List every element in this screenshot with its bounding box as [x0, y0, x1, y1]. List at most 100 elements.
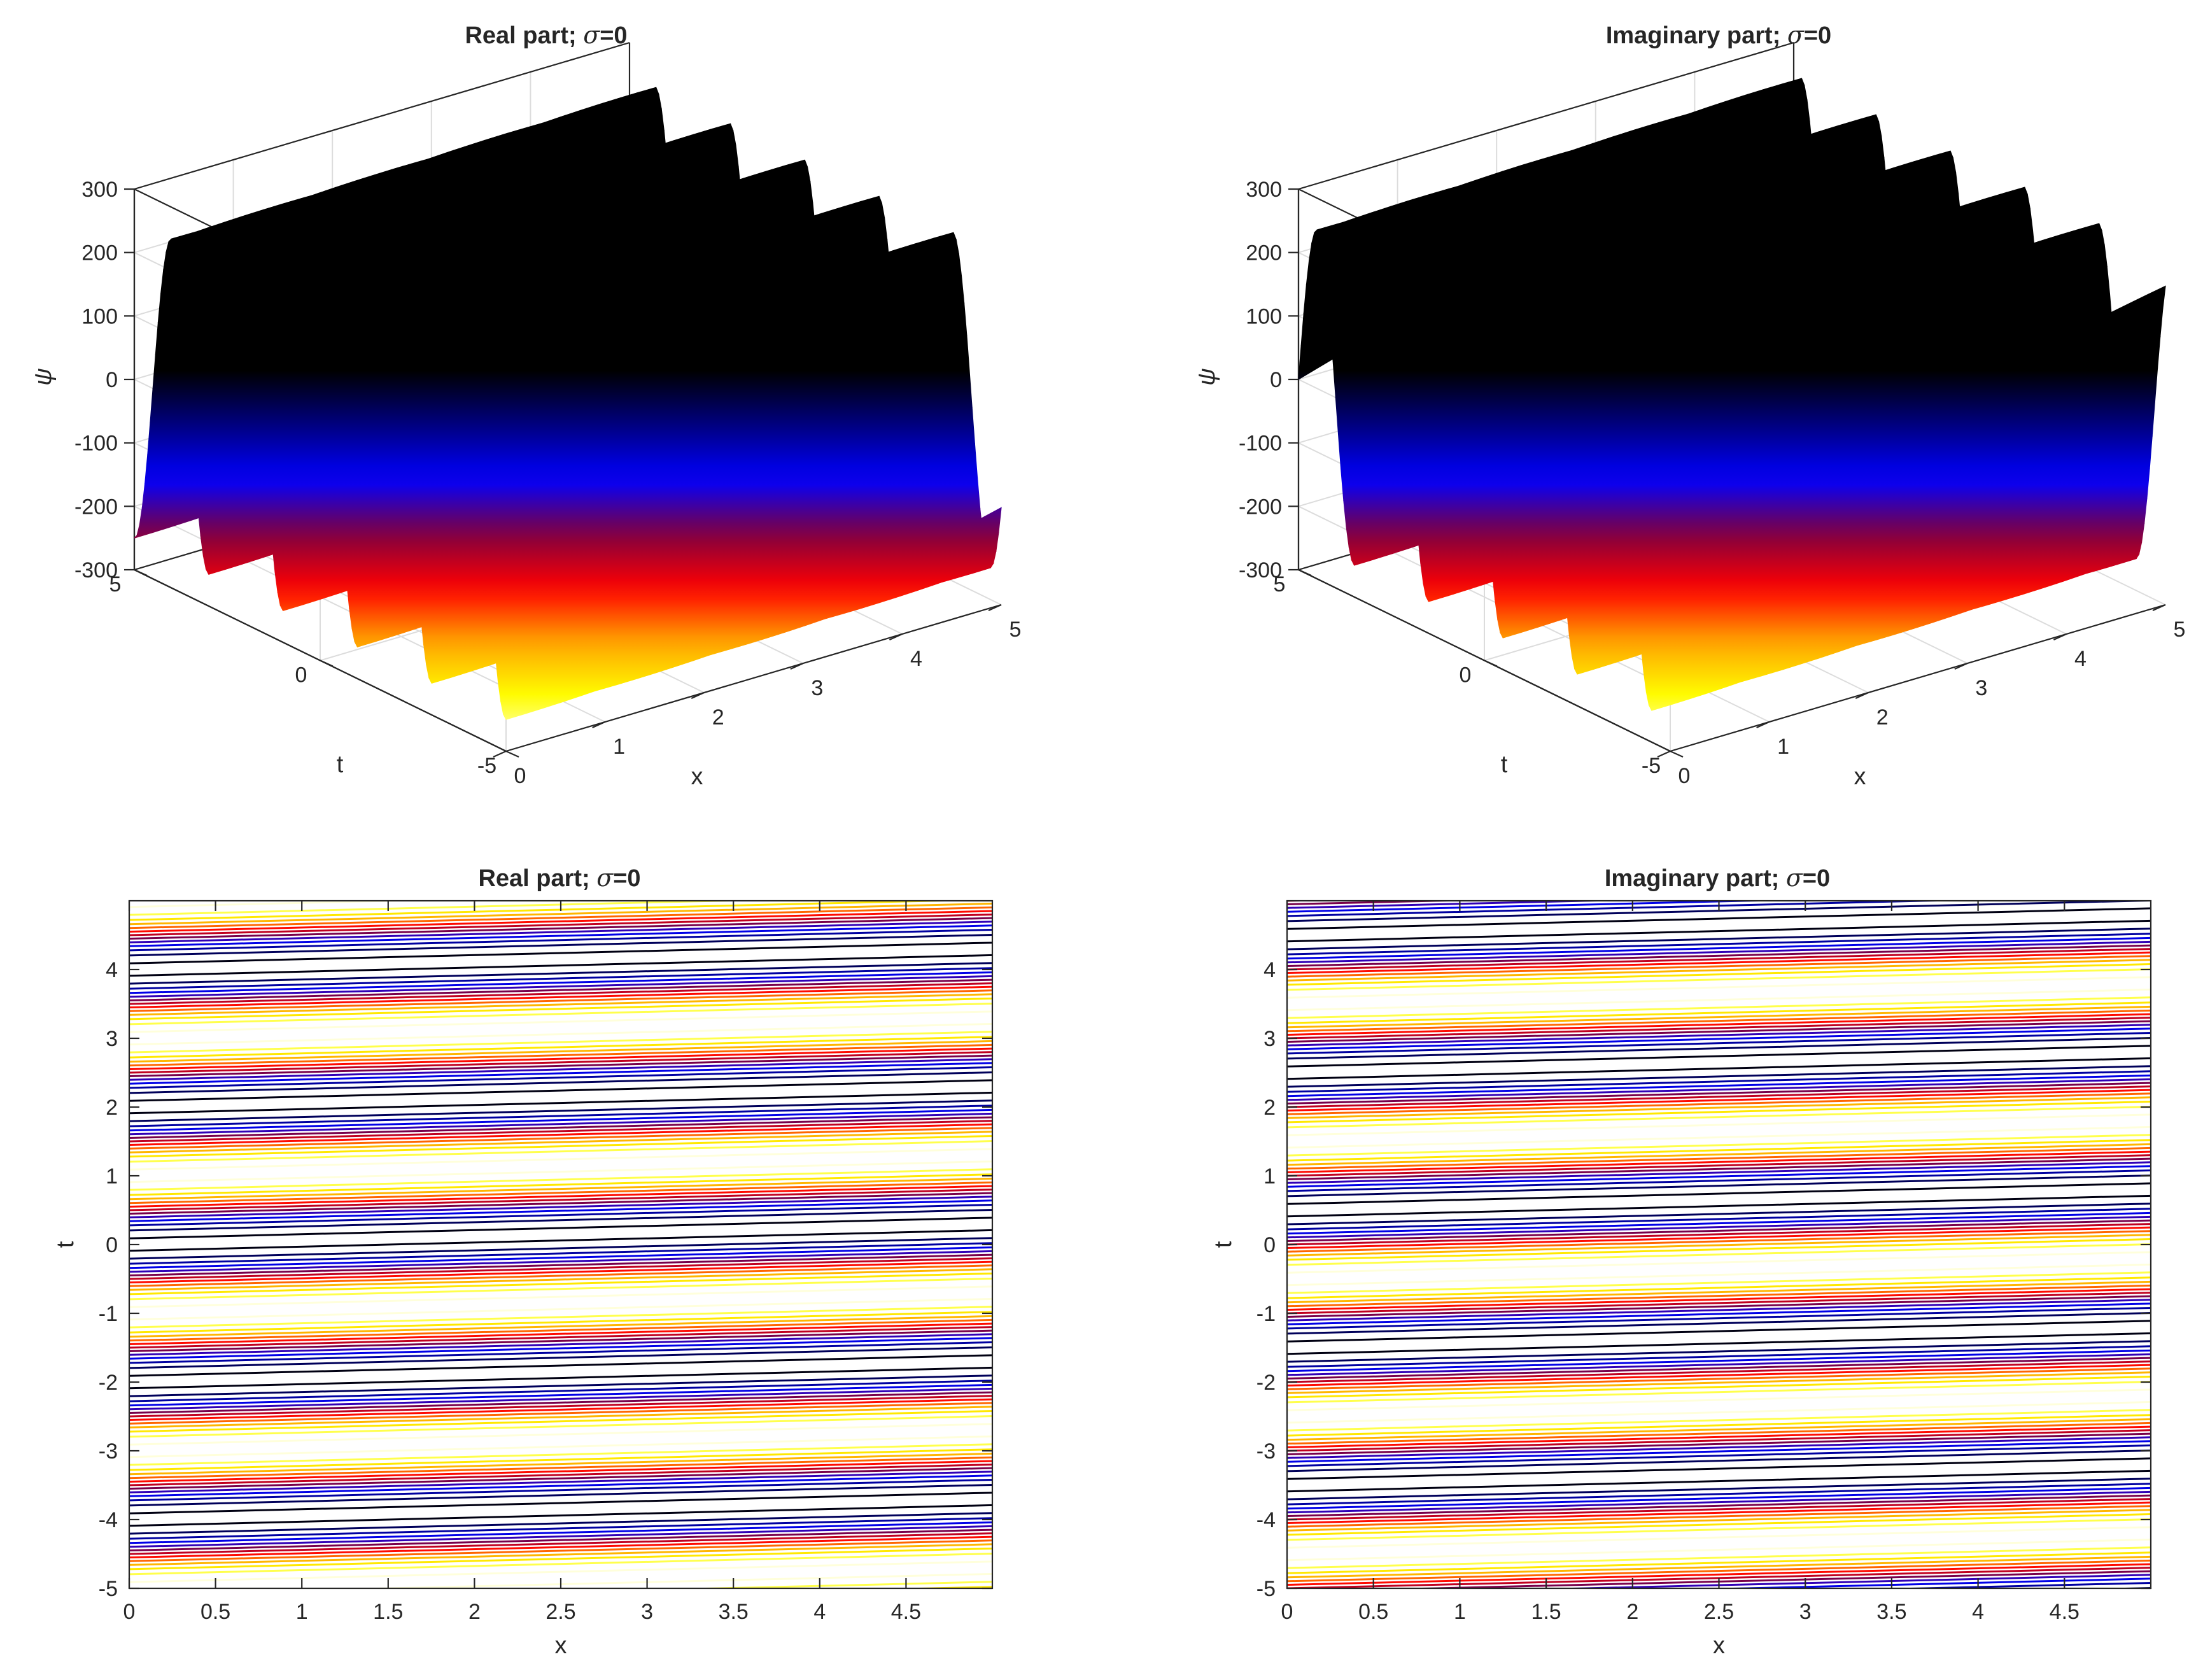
contour-line	[1287, 1074, 2151, 1098]
t-tick-label: -3	[99, 1439, 118, 1464]
t-tick	[134, 568, 148, 577]
contour-line	[1287, 1017, 2151, 1040]
contour-line	[129, 1512, 992, 1535]
contour-line	[1287, 1045, 2151, 1068]
contour-line	[1287, 1070, 2151, 1093]
contour-line	[129, 1250, 992, 1273]
x-tick	[493, 750, 507, 758]
x-tick-label: 2.5	[1704, 1600, 1734, 1624]
contour-line	[129, 901, 430, 908]
contour-line	[129, 1071, 992, 1094]
z-tick-label: -300	[74, 558, 118, 582]
t-tick-label: 0	[106, 1233, 118, 1257]
contour-line	[1287, 928, 2151, 950]
contour-line	[1287, 1147, 2151, 1170]
x-tick	[889, 633, 903, 641]
contour-line	[129, 1192, 992, 1215]
contour-line	[1287, 1005, 2151, 1029]
contour-line	[1287, 1513, 2151, 1536]
x-axis-label: x	[691, 763, 703, 790]
contour-line	[1287, 1031, 2151, 1055]
chart-title: Imaginary part; σ=0	[1606, 21, 1831, 49]
contour-line	[1287, 988, 2151, 1012]
contour-line	[1287, 1271, 2151, 1294]
contour-line	[129, 1423, 992, 1446]
t-tick-label: 1	[106, 1164, 118, 1189]
x-tick-label: 0.5	[1358, 1600, 1388, 1624]
contour-line	[129, 1474, 992, 1497]
contour-line	[1287, 1490, 2151, 1514]
contour-line	[129, 1435, 992, 1458]
contour-line	[129, 1040, 992, 1063]
contour-line	[129, 1535, 992, 1559]
contour-line	[1287, 1538, 2151, 1562]
contour-line	[1287, 1288, 2151, 1311]
t-tick-label: 4	[106, 958, 118, 982]
t-tick-label: -5	[99, 1577, 118, 1601]
contour-line	[1287, 1469, 2151, 1493]
contour-line	[129, 1326, 992, 1349]
contour-line	[129, 997, 992, 1020]
t-axis-label: t	[52, 1241, 79, 1248]
contour-line	[1287, 1478, 2151, 1500]
t-axis-label: t	[1210, 1241, 1237, 1248]
contour-line	[129, 1022, 992, 1046]
contour-line	[129, 1346, 992, 1369]
contour-line	[129, 1168, 992, 1191]
contour-line	[1287, 1551, 2151, 1574]
contour-line	[1287, 1096, 2151, 1119]
contour-line	[129, 1051, 992, 1074]
contour-line	[129, 1177, 992, 1201]
x-axis-label: x	[1713, 1632, 1725, 1659]
contour-line	[129, 1552, 992, 1576]
x-tick-label: 0.5	[201, 1600, 230, 1624]
contour-line	[1287, 951, 2151, 975]
contour-line	[1287, 1440, 2151, 1463]
contour-line	[129, 1478, 992, 1502]
z-tick-label: 200	[81, 241, 118, 265]
z-tick-label: 200	[1246, 241, 1282, 265]
contour-line	[129, 1105, 992, 1127]
x-tick-label: 1	[1454, 1600, 1466, 1624]
contour-line	[1287, 976, 2151, 999]
x-tick	[2053, 633, 2067, 641]
contour-line	[1287, 1429, 2151, 1452]
contour-line	[129, 1306, 992, 1329]
contour-line	[1287, 1280, 2151, 1304]
contour-line	[1287, 1150, 2151, 1173]
t-tick-label: 5	[1274, 572, 1286, 596]
contour-line	[1287, 1157, 2151, 1181]
contour-line	[129, 989, 992, 1012]
contour-line	[1883, 1581, 2151, 1588]
contour-line	[1287, 1126, 2151, 1149]
contour-line	[129, 902, 992, 926]
contour-line	[129, 1196, 992, 1218]
contour-line	[1287, 1302, 2151, 1325]
contour-line	[129, 971, 992, 994]
contour-line	[1287, 1143, 2151, 1166]
contour-line	[129, 1383, 992, 1407]
contour-line	[1287, 1203, 2151, 1225]
surface	[134, 87, 1002, 720]
surface-plot-imaginary: Imaginary part; σ=0 -300-200-10001002003…	[1193, 21, 2185, 790]
contour-line	[1287, 1299, 2151, 1322]
contour-line	[129, 1237, 992, 1260]
contour-line	[129, 1277, 992, 1301]
contour-line	[129, 1031, 992, 1054]
contour-line	[129, 1471, 992, 1493]
contour-line	[1287, 1238, 2151, 1261]
contour-line	[129, 1547, 992, 1571]
contour-line	[1287, 1223, 2151, 1246]
contour-line	[129, 993, 992, 1016]
contour-line	[129, 1483, 992, 1507]
contour-line	[1287, 1422, 2151, 1445]
contour-line	[1287, 963, 2151, 986]
contour-line	[129, 1380, 992, 1402]
contour-line	[1287, 1371, 2151, 1394]
x-tick-label: 2.5	[545, 1600, 575, 1624]
contour-line	[129, 1268, 992, 1291]
contour-line	[1287, 1509, 2151, 1532]
contour-line	[129, 942, 992, 964]
z-tick-label: 300	[1246, 178, 1282, 202]
